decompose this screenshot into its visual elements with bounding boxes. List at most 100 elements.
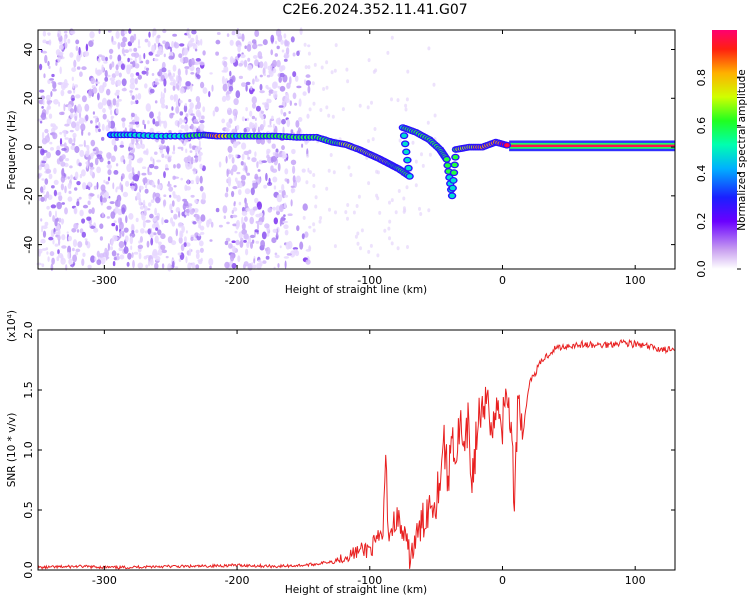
noise-blob [98,128,101,133]
noise-blob [55,149,61,156]
noise-blob [279,72,285,78]
noise-blob [280,108,284,115]
noise-blob [209,265,212,269]
noise-blob [87,200,91,206]
noise-blob [79,71,83,77]
noise-blob [266,148,271,154]
noise-blob [107,176,111,182]
noise-blob [96,154,101,157]
noise-blob [137,45,141,49]
noise-blob [118,247,123,252]
noise-blob [306,153,310,158]
noise-blob [110,109,113,116]
noise-blob [248,149,252,154]
noise-blob [272,67,277,74]
noise-blob [79,209,84,217]
noise-blob [178,236,183,244]
noise-blob [231,157,235,164]
ridge-band-core [509,144,675,148]
x-tick-label: -200 [225,574,250,587]
noise-blob [124,49,129,54]
noise-blob [325,85,329,90]
noise-blob [223,215,226,219]
ridge-blob-inner [452,155,459,160]
noise-blob [243,127,247,133]
noise-blob [312,228,316,233]
noise-blob [154,121,160,127]
noise-blob [199,61,205,66]
noise-blob [142,220,146,229]
noise-blob [254,173,259,180]
noise-blob [130,72,134,78]
noise-blob [81,95,87,103]
noise-blob [157,115,161,121]
noise-blob [61,234,66,241]
noise-blob [390,241,394,246]
noise-blob [152,27,157,36]
noise-blob [185,81,191,87]
noise-blob [268,89,274,94]
noise-blob [53,189,58,197]
noise-blob [61,245,67,249]
noise-blob [82,182,87,190]
noise-blob [276,59,281,68]
noise-blob [229,39,234,46]
noise-blob [250,234,255,239]
noise-blob [271,115,274,120]
noise-blob [197,154,202,162]
noise-blob [199,120,205,124]
noise-blob [109,54,113,60]
noise-blob [397,189,401,193]
noise-blob [159,69,163,76]
noise-blob [147,228,151,235]
noise-blob [240,174,247,181]
noise-blob [149,127,154,134]
noise-blob [261,214,265,223]
noise-blob [225,127,230,132]
noise-blob [189,143,192,149]
noise-blob [154,192,161,198]
noise-blob [252,264,257,269]
noise-blob [187,262,192,271]
noise-blob [194,147,198,153]
noise-blob [141,212,144,219]
noise-blob [163,53,166,58]
noise-blob [388,200,391,205]
noise-blob [101,212,104,218]
noise-blob [249,87,254,95]
noise-blob [301,168,306,173]
noise-blob [67,235,72,242]
noise-blob [47,79,51,85]
noise-blob [187,34,192,39]
noise-blob [172,33,178,37]
noise-blob [291,187,294,194]
noise-blob [208,258,214,266]
noise-blob [334,210,337,215]
noise-blob [176,163,181,169]
noise-blob [49,141,53,145]
noise-blob [183,104,188,113]
noise-blob [41,131,45,140]
noise-blob [222,56,228,60]
noise-blob [367,139,370,143]
noise-blob [286,82,291,89]
snr-series-line [38,338,675,570]
noise-blob [237,44,241,53]
noise-blob [137,244,144,249]
noise-blob [260,240,265,248]
noise-blob [74,171,79,180]
noise-blob [296,225,300,232]
noise-blob [161,217,164,225]
noise-blob [192,43,198,50]
noise-blob [112,235,118,242]
noise-blob [251,115,256,120]
noise-blob [56,256,60,262]
noise-blob [304,79,307,85]
noise-blob [286,119,291,128]
noise-blob [36,262,42,266]
noise-blob [109,120,116,129]
noise-blob [155,196,161,204]
noise-blob [271,143,276,149]
noise-blob [76,121,80,126]
noise-blob [61,167,65,177]
